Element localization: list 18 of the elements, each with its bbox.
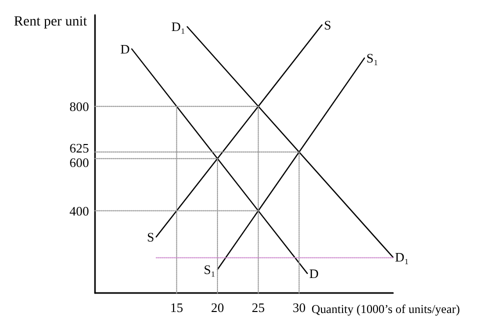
text: D₁ xyxy=(395,250,409,265)
text: D xyxy=(309,266,319,281)
x-tick-label: 15 xyxy=(170,300,184,315)
y-tick-label: 800 xyxy=(70,98,89,114)
series-label: S xyxy=(147,229,154,244)
x-tick-label: 30 xyxy=(292,300,306,315)
y-tick-label: 625 xyxy=(70,140,89,156)
y-axis-title: Rent per unit xyxy=(14,14,88,30)
series-label: S₁ xyxy=(204,262,216,278)
text: S₁ xyxy=(366,50,378,66)
x-tick-label: 20 xyxy=(210,300,224,315)
y-tick-label: 400 xyxy=(70,203,89,218)
y-tick-label: 600 xyxy=(70,155,89,170)
series-label: D₁ xyxy=(171,19,186,34)
series-label: D xyxy=(120,41,130,56)
x-tick-label: 25 xyxy=(252,300,265,315)
text: S xyxy=(324,17,332,32)
x-axis-title: Quantity (1000’s of units/year) xyxy=(312,302,460,316)
